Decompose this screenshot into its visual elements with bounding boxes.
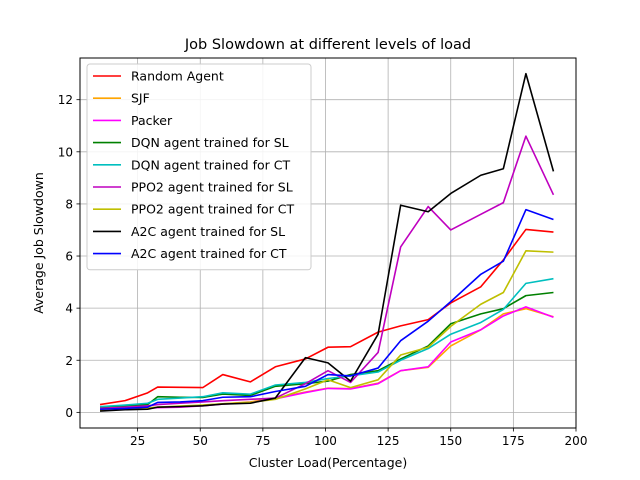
series-line-1 <box>99 228 554 406</box>
legend-label: A2C agent trained for SL <box>131 224 285 239</box>
series-line-8 <box>99 72 555 412</box>
x-tick-label: 125 <box>377 434 400 448</box>
y-tick-label: 4 <box>65 302 73 316</box>
y-tick-label: 2 <box>65 354 73 368</box>
y-axis-ticks: 0 2 4 6 8 10 12 <box>58 93 80 420</box>
x-tick-label: 25 <box>130 434 145 448</box>
x-tick-label: 100 <box>314 434 337 448</box>
legend-label: A2C agent trained for CT <box>131 246 287 261</box>
y-tick-label: 8 <box>65 197 73 211</box>
series-line-2 <box>100 307 554 411</box>
legend-box <box>86 63 312 271</box>
x-tick-label: 50 <box>193 434 208 448</box>
legend-label: SJF <box>131 91 150 106</box>
legend-label: PPO2 agent trained for CT <box>131 202 295 217</box>
series-line-6 <box>99 135 555 410</box>
series-line-3 <box>100 306 554 411</box>
y-tick-label: 0 <box>65 406 73 420</box>
plot-area-frame <box>79 57 577 429</box>
legend-label: PPO2 agent trained for SL <box>131 180 293 195</box>
series-line-4 <box>99 291 554 408</box>
legend-label: Packer <box>131 113 173 128</box>
legend-label: Random Agent <box>131 69 224 84</box>
x-axis-ticks: 25 50 75 100 125 150 175 200 <box>130 428 587 448</box>
legend-label: DQN agent trained for CT <box>131 157 290 172</box>
y-tick-label: 10 <box>58 145 73 159</box>
series-line-9 <box>100 208 554 411</box>
y-axis-label: Average Job Slowdown <box>31 172 46 314</box>
x-tick-label: 150 <box>439 434 462 448</box>
x-tick-label: 75 <box>255 434 270 448</box>
y-tick-label: 12 <box>58 93 73 107</box>
x-tick-label: 200 <box>565 434 588 448</box>
x-axis-label: Cluster Load(Percentage) <box>249 455 407 470</box>
series-lines <box>99 72 555 412</box>
legend: Random Agent SJF Packer DQN agent trained f… <box>86 63 312 271</box>
x-tick-label: 175 <box>502 434 525 448</box>
series-line-7 <box>100 250 554 411</box>
legend-label: DQN agent trained for SL <box>131 135 289 150</box>
y-tick-label: 6 <box>65 250 73 264</box>
chart-title: Job Slowdown at different levels of load <box>184 37 471 53</box>
